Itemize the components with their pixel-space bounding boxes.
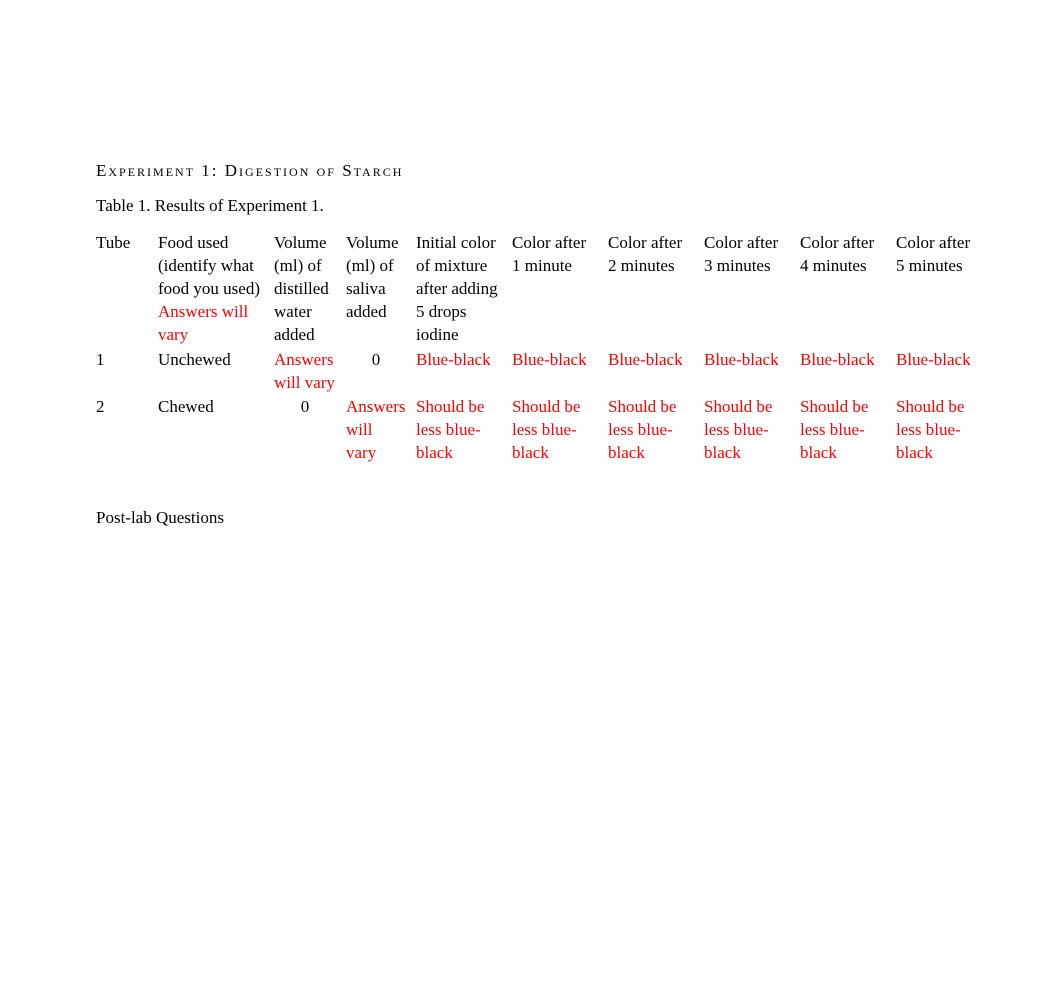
cell-t5: Should be less blue-black xyxy=(896,396,992,467)
cell-t4: Should be less blue-black xyxy=(800,396,896,467)
header-t2: Color after 2 minutes xyxy=(608,232,704,349)
header-t3: Color after 3 minutes xyxy=(704,232,800,349)
table-row: 1 Unchewed Answers will vary 0 Blue-blac… xyxy=(96,349,992,397)
header-t1: Color after 1 minute xyxy=(512,232,608,349)
header-food-answer: Answers will vary xyxy=(158,302,248,344)
cell-initial: Should be less blue-black xyxy=(416,396,512,467)
header-initial-color: Initial color of mixture after adding 5 … xyxy=(416,232,512,349)
table-row: 2 Chewed 0 Answers will vary Should be l… xyxy=(96,396,992,467)
cell-vol-water: 0 xyxy=(274,396,346,467)
cell-vol-saliva: Answers will vary xyxy=(346,396,416,467)
postlab-heading: Post-lab Questions xyxy=(96,507,966,530)
header-t5: Color after 5 minutes xyxy=(896,232,992,349)
cell-t4: Blue-black xyxy=(800,349,896,397)
table-header-row: Tube Food used (identify what food you u… xyxy=(96,232,992,349)
cell-t1: Blue-black xyxy=(512,349,608,397)
cell-food: Unchewed xyxy=(158,349,274,397)
cell-t3: Should be less blue-black xyxy=(704,396,800,467)
header-vol-saliva: Volume (ml) of saliva added xyxy=(346,232,416,349)
cell-tube: 1 xyxy=(96,349,158,397)
header-tube: Tube xyxy=(96,232,158,349)
header-t4: Color after 4 minutes xyxy=(800,232,896,349)
cell-tube: 2 xyxy=(96,396,158,467)
cell-initial: Blue-black xyxy=(416,349,512,397)
cell-t2: Should be less blue-black xyxy=(608,396,704,467)
header-food-text: Food used (identify what food you used) xyxy=(158,233,260,298)
results-table: Tube Food used (identify what food you u… xyxy=(96,232,992,467)
cell-t2: Blue-black xyxy=(608,349,704,397)
cell-vol-saliva: 0 xyxy=(346,349,416,397)
cell-t5: Blue-black xyxy=(896,349,992,397)
cell-vol-water: Answers will vary xyxy=(274,349,346,397)
header-food: Food used (identify what food you used) … xyxy=(158,232,274,349)
cell-t1: Should be less blue-black xyxy=(512,396,608,467)
cell-food: Chewed xyxy=(158,396,274,467)
cell-t3: Blue-black xyxy=(704,349,800,397)
header-vol-water: Volume (ml) of distilled water added xyxy=(274,232,346,349)
experiment-heading: Experiment 1: Digestion of Starch xyxy=(96,160,966,183)
table-caption: Table 1. Results of Experiment 1. xyxy=(96,195,966,218)
